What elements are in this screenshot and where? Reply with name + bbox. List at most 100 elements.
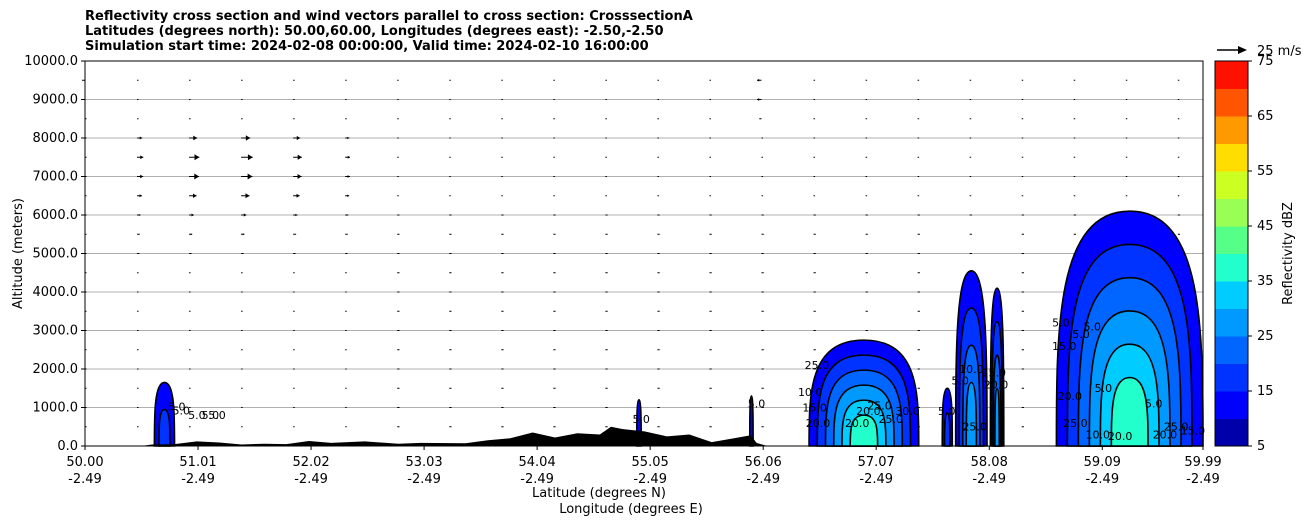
x-tick-label-lon: -2.49	[520, 472, 554, 487]
colorbar-tick-label: 75	[1257, 54, 1274, 69]
contour-label: 15.0	[802, 401, 827, 414]
chart-title-line-2: Latitudes (degrees north): 50.00,60.00, …	[85, 24, 664, 39]
y-tick-label: 7000.0	[33, 170, 79, 185]
quiver-key: 25 m/s	[1217, 44, 1302, 59]
colorbar-tick-label: 45	[1257, 219, 1274, 234]
contour-label: 20.0	[1058, 390, 1083, 403]
contour-label: 20.0	[1108, 430, 1133, 443]
contour-label: 20.0	[806, 417, 831, 430]
x-tick-label-lon: -2.49	[68, 472, 102, 487]
y-tick-label: 6000.0	[33, 208, 79, 223]
reflectivity-band	[1110, 376, 1149, 447]
contour-label: 25.0	[867, 399, 892, 412]
reflectivity-band	[158, 408, 171, 447]
contour-label: 5.0	[1095, 382, 1113, 395]
contour-label: 5.0	[168, 401, 186, 414]
wind-vector-head	[347, 194, 350, 197]
y-tick-label: 5000.0	[33, 247, 79, 262]
wind-vector-head	[296, 135, 301, 141]
colorbar-band	[1215, 336, 1248, 364]
x-tick-label-lat: 55.05	[632, 455, 669, 470]
contour-label: 5.0	[632, 413, 650, 426]
y-tick-label: 8000.0	[33, 131, 79, 146]
wind-vector-head	[347, 136, 350, 140]
colorbar-band	[1215, 171, 1248, 199]
x-tick-label-lat: 51.01	[179, 455, 216, 470]
contour-label: 20.0	[1153, 428, 1178, 441]
y-axis-label: Altitude (meters)	[11, 198, 26, 309]
colorbar-tick-label: 25	[1257, 329, 1274, 344]
wind-vector-head	[194, 173, 200, 180]
contour-label: 25.0	[879, 413, 904, 426]
colorbar-tick-label: 15	[1257, 384, 1274, 399]
contour-label: 10.0	[798, 386, 823, 399]
contour-label: 5.0	[1052, 317, 1070, 330]
contour-label: 30.0	[895, 405, 920, 418]
chart-title-line-1: Reflectivity cross section and wind vect…	[85, 9, 693, 24]
wind-vector-head	[139, 194, 142, 198]
x-tick-label-lon: -2.49	[1186, 472, 1220, 487]
colorbar-band	[1215, 253, 1248, 282]
contour-label: 25.0	[962, 421, 987, 434]
wind-vector-head	[194, 154, 200, 161]
contour-label: 15.0	[1181, 424, 1206, 437]
colorbar-band	[1215, 143, 1248, 172]
wind-vector-head	[247, 173, 253, 180]
x-axis-label-lon: Longitude (degrees E)	[559, 502, 703, 517]
wind-vector-head	[190, 233, 193, 236]
x-tick-label-lat: 52.02	[292, 455, 329, 470]
colorbar-band	[1215, 198, 1248, 227]
y-tick-label: 0.0	[57, 439, 78, 454]
contour-label: 5.0	[748, 398, 766, 411]
contour-label: 5.0	[172, 404, 190, 417]
y-tick-label: 3000.0	[33, 324, 79, 339]
colorbar-band	[1215, 418, 1248, 447]
colorbar-frame	[1214, 60, 1249, 447]
wind-vector-head	[192, 193, 197, 199]
colorbar-band	[1215, 61, 1248, 89]
contour-label: 20.0	[845, 417, 870, 430]
contour-label: 5.0	[188, 409, 206, 422]
wind-vector-head	[295, 213, 298, 217]
y-tick-label: 2000.0	[33, 362, 79, 377]
x-tick-label-lat: 59.09	[1084, 455, 1121, 470]
y-tick-label: 1000.0	[33, 401, 79, 416]
x-tick-label-lat: 54.04	[519, 455, 556, 470]
quiver-key-arrowhead	[1238, 46, 1247, 54]
reflectivity-band	[994, 387, 1001, 447]
wind-vector-head	[247, 154, 253, 161]
contour-label: 5.0	[1083, 321, 1101, 334]
chart-title-line-3: Simulation start time: 2024-02-08 00:00:…	[85, 39, 649, 54]
x-tick-label-lat: 57.07	[858, 455, 895, 470]
contour-label: 25.0	[1164, 421, 1189, 434]
contour-label: 20.0	[856, 405, 881, 418]
contour-labels: 5.05.05.05.05.0 5.05.010.015.020.0 20.020.…	[168, 317, 1205, 444]
colorbar-band	[1215, 281, 1248, 309]
gridlines	[85, 99, 1203, 408]
wind-vector-head	[193, 135, 198, 141]
colorbar-tick-label: 65	[1257, 109, 1274, 124]
contour-label: 20.0	[984, 378, 1009, 391]
wind-vector-head	[347, 155, 351, 159]
wind-vector-head	[191, 213, 194, 217]
y-tick-label: 4000.0	[33, 285, 79, 300]
terrain-profile	[85, 426, 1203, 446]
contour-label: 5.0	[208, 409, 226, 422]
colorbar-band	[1215, 226, 1248, 254]
reflectivity-band	[965, 381, 978, 447]
contour-label: 15.0	[1052, 340, 1077, 353]
wind-vector-head	[296, 193, 300, 198]
x-tick-label-lat: 50.00	[66, 455, 103, 470]
contour-label: 5.0	[951, 374, 969, 387]
colorbar-tick-label: 55	[1257, 164, 1274, 179]
colorbar-label: Reflectivity dBZ	[1281, 202, 1296, 305]
reflectivity-band	[943, 411, 951, 447]
contour-label: 25.0	[1063, 417, 1088, 430]
contour-label: 10.0	[959, 363, 984, 376]
reflectivity-cells	[153, 210, 1204, 447]
contour-label: 5.0	[938, 405, 956, 418]
wind-vector-head	[297, 173, 302, 180]
x-tick-label-lon: -2.49	[294, 472, 328, 487]
x-tick-label-lon: -2.49	[859, 472, 893, 487]
x-tick-label-lat: 59.99	[1184, 455, 1221, 470]
